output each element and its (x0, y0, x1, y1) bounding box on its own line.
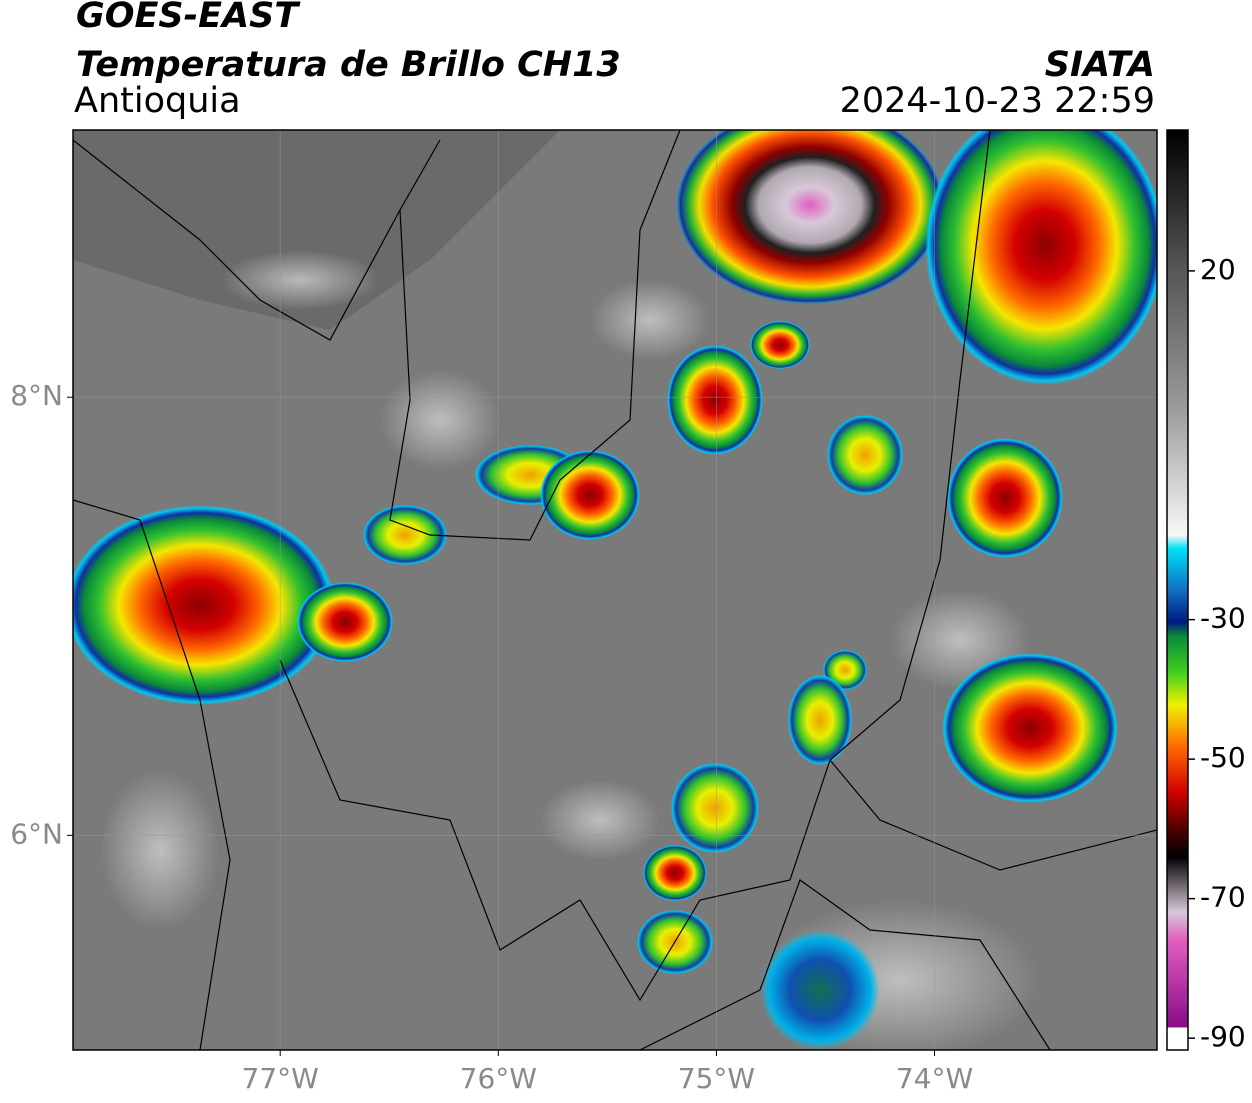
grid (73, 130, 1157, 1050)
colorbar-tick-label: -70 (1200, 881, 1246, 914)
y-tick-label: 8°N (10, 379, 63, 412)
colorbar-tick-label: -30 (1200, 602, 1246, 635)
x-tick-label: 74°W (896, 1062, 973, 1095)
x-tick-label: 76°W (460, 1062, 537, 1095)
colorbar-tick-label: -90 (1200, 1020, 1246, 1053)
datetime: 2024-10-23 22:59 (840, 81, 1155, 121)
title: GOES-EAST (76, 0, 301, 36)
x-tick-label: 75°W (678, 1062, 755, 1095)
storm-cells (73, 130, 1157, 1050)
map-frame (72, 129, 1158, 1051)
source: SIATA (1045, 45, 1155, 85)
satellite-map (73, 130, 1157, 1050)
y-tick-label: 6°N (10, 817, 63, 850)
subtitle: Temperatura de Brillo CH13 (76, 45, 621, 85)
colorbar (1166, 129, 1189, 1051)
boundaries (73, 130, 1157, 1050)
region: Antioquia (74, 81, 241, 121)
sea-region (73, 130, 560, 330)
colorbar-tick-label: -50 (1200, 741, 1246, 774)
clouds (100, 250, 1040, 1050)
colorbar-tick-label: 20 (1200, 253, 1236, 286)
x-tick-label: 77°W (242, 1062, 319, 1095)
